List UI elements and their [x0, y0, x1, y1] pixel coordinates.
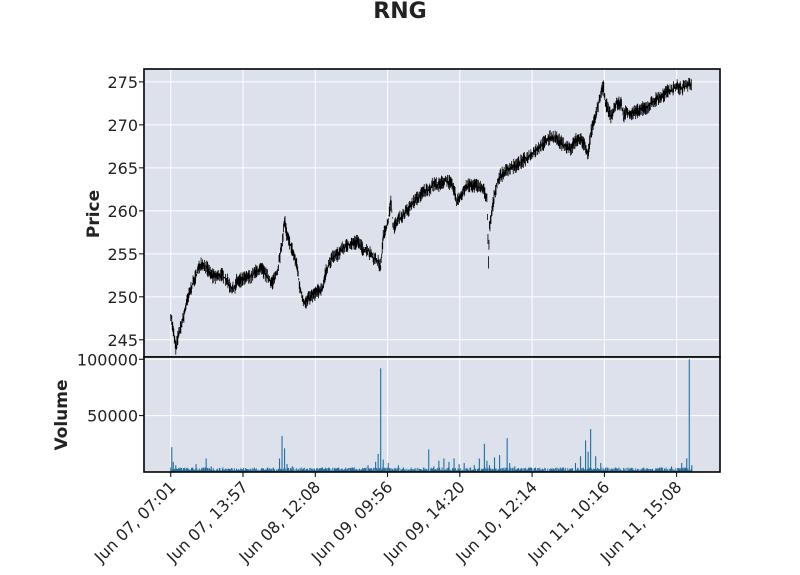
volume-axis-label: Volume	[52, 379, 72, 450]
price-tick-label: 270	[107, 116, 138, 135]
price-panel: 245 250 255 260 265 270 275	[107, 68, 721, 358]
volume-frame	[143, 356, 721, 473]
volume-tick-label: 100000	[77, 350, 138, 369]
price-tick-label: 260	[107, 202, 138, 221]
price-tick-label: 250	[107, 288, 138, 307]
price-tick-label: 255	[107, 245, 138, 264]
price-tick-label: 275	[107, 73, 138, 92]
price-tick-label: 245	[107, 331, 138, 350]
price-candles	[170, 77, 692, 355]
volume-panel: 50000 100000	[77, 350, 721, 473]
price-axis-label: Price	[84, 190, 104, 238]
volume-plot-area	[144, 357, 720, 472]
price-tick-label: 265	[107, 159, 138, 178]
volume-tick-label: 50000	[87, 407, 138, 426]
chart-title: RNG	[373, 0, 426, 24]
